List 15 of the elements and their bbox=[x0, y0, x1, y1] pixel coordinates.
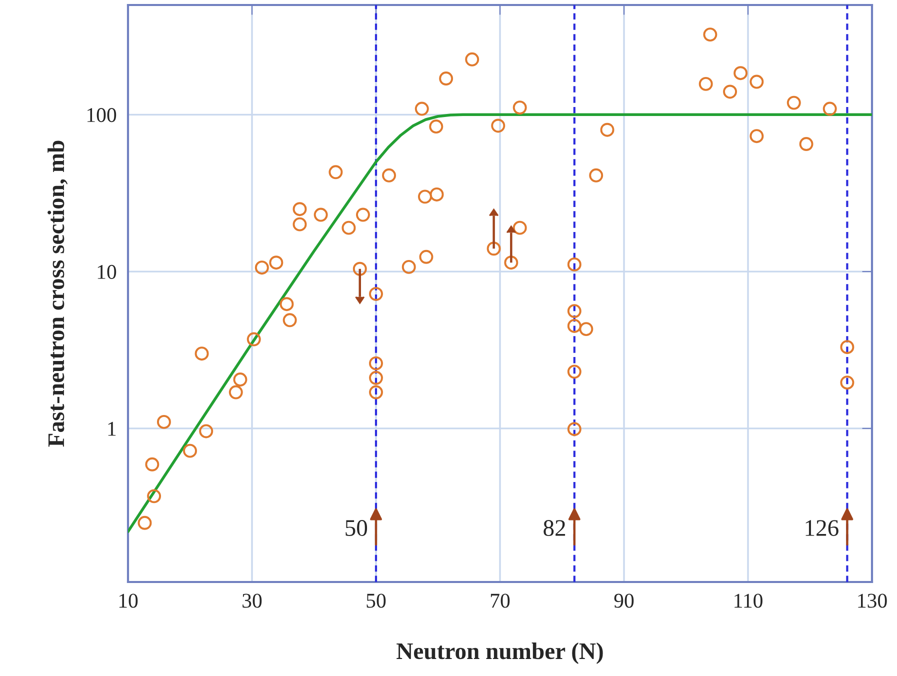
ref-line-label: 126 bbox=[806, 520, 838, 536]
ref-line-label: 82 bbox=[544, 520, 566, 536]
x-tick-label: 110 bbox=[734, 594, 762, 608]
x-tick-label: 130 bbox=[858, 594, 887, 608]
x-tick-label: 90 bbox=[614, 594, 634, 608]
x-tick-label: 70 bbox=[490, 594, 510, 608]
x-tick-label: 50 bbox=[366, 594, 386, 608]
y-tick-label: 1 bbox=[108, 422, 116, 436]
x-axis-title: Neutron number (N) bbox=[396, 642, 603, 664]
x-tick-label: 10 bbox=[119, 594, 138, 608]
y-tick-label: 10 bbox=[98, 264, 116, 279]
ref-line-label: 50 bbox=[346, 520, 368, 536]
y-tick-label: 100 bbox=[87, 108, 116, 122]
x-tick-label: 30 bbox=[242, 594, 262, 608]
y-axis-title: Fast-neutron cross section, mb bbox=[48, 140, 68, 447]
